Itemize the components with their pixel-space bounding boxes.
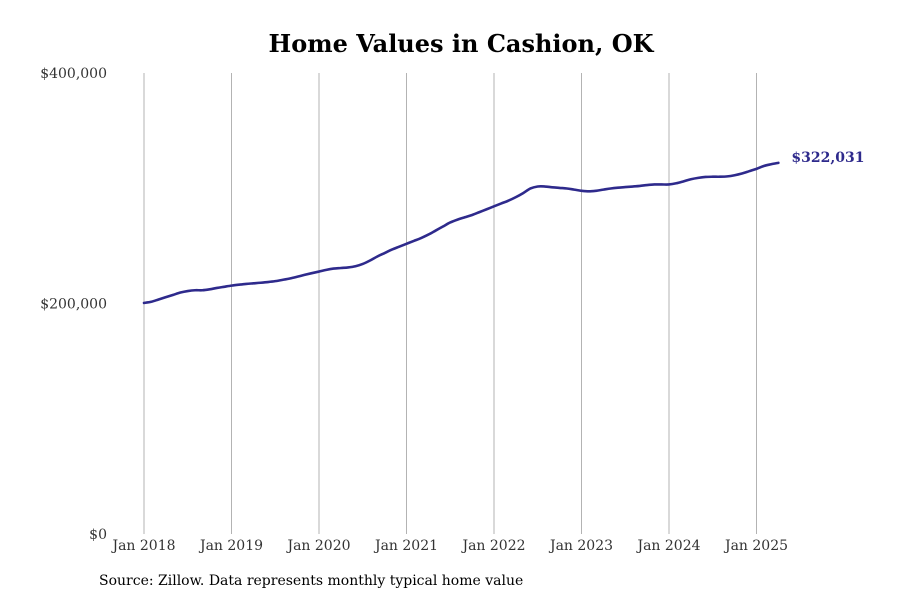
y-tick-label: $0 bbox=[89, 527, 107, 543]
series-layer: $322,031 bbox=[142, 150, 864, 305]
x-tick-label: Jan 2019 bbox=[198, 538, 263, 554]
source-note: Source: Zillow. Data represents monthly … bbox=[99, 573, 524, 589]
x-tick-label: Jan 2018 bbox=[110, 538, 175, 554]
series-end-label: $322,031 bbox=[791, 150, 864, 166]
chart-title: Home Values in Cashion, OK bbox=[269, 29, 655, 58]
series-line bbox=[142, 161, 780, 305]
y-axis: $0 $200,000 $400,000 bbox=[40, 66, 107, 543]
x-tick-label: Jan 2020 bbox=[285, 538, 350, 554]
x-tick-label: Jan 2021 bbox=[373, 538, 438, 554]
x-tick-label: Jan 2024 bbox=[635, 538, 700, 554]
y-tick-label: $200,000 bbox=[40, 297, 107, 313]
x-tick-label: Jan 2025 bbox=[723, 538, 788, 554]
y-tick-label: $400,000 bbox=[40, 66, 107, 82]
x-tick-label: Jan 2022 bbox=[460, 538, 525, 554]
x-tick-label: Jan 2023 bbox=[548, 538, 613, 554]
x-axis: Jan 2018 Jan 2019 Jan 2020 Jan 2021 Jan 2022… bbox=[110, 538, 788, 554]
grid-lines bbox=[143, 73, 757, 534]
